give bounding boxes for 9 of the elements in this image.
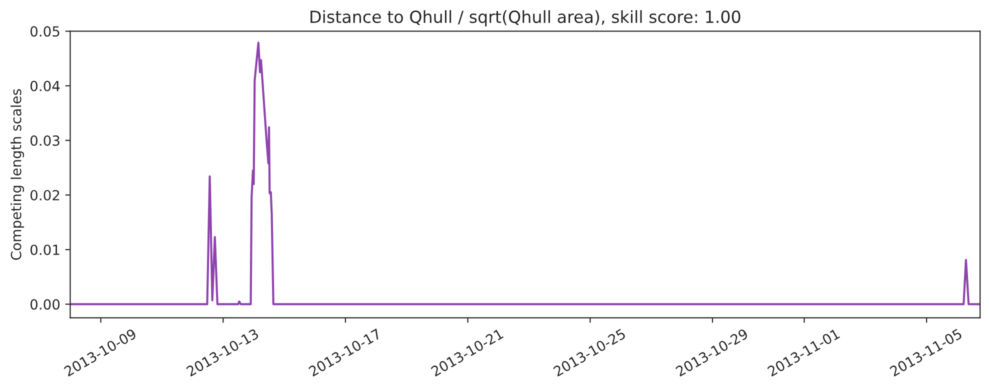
- y-tick-label: 0.04: [30, 80, 60, 92]
- y-tick-label: 0.05: [30, 26, 60, 37]
- y-tick-label: 0.01: [30, 244, 60, 256]
- line-series: [70, 42, 980, 306]
- y-tick-label: 0.00: [30, 299, 60, 310]
- chart-title: Distance to Qhull / sqrt(Qhull area), skill score: 1.00: [310, 10, 740, 26]
- y-tick-label: 0.03: [30, 135, 60, 146]
- y-axis-title: Competing length scales: [10, 89, 24, 260]
- y-tick-label: 0.02: [30, 190, 60, 200]
